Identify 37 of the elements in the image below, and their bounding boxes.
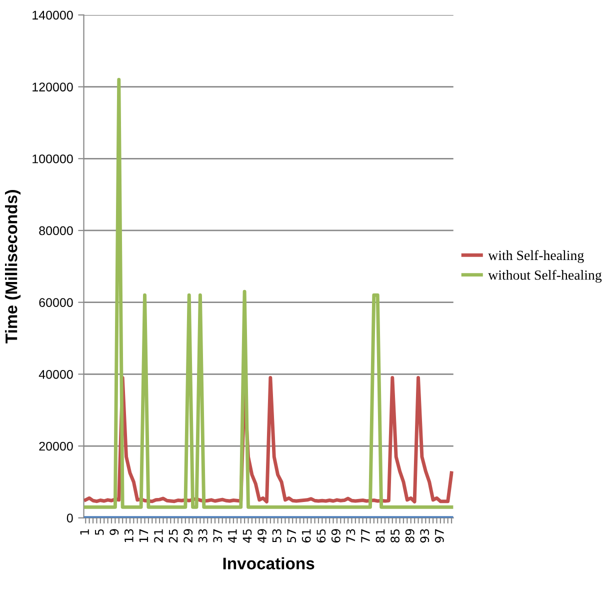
y-tick-label: 60000 (39, 298, 73, 307)
x-tick-label: 89 (405, 529, 414, 543)
legend-label: without Self-healing (488, 270, 602, 283)
x-tick-label: 73 (346, 529, 356, 542)
x-tick-label: 9 (110, 529, 119, 536)
x-axis-title: Invocations (223, 557, 314, 570)
y-tick-label: 80000 (39, 226, 73, 236)
x-tick-label: 5 (95, 529, 104, 535)
x-tick-label: 17 (139, 529, 148, 542)
y-tick-label: 40000 (38, 370, 73, 379)
x-tick-label: 65 (316, 529, 326, 542)
x-tick-label: 53 (272, 529, 282, 542)
x-tick-label: 69 (331, 529, 340, 542)
y-tick-label: 100000 (32, 154, 73, 164)
x-tick-label: 33 (198, 529, 208, 542)
x-tick-label: 49 (258, 529, 266, 543)
y-axis-title: Time (Milliseconds) (5, 190, 21, 344)
x-tick-label: 93 (420, 529, 430, 543)
y-tick-label: 20000 (39, 442, 73, 451)
x-tick-label: 37 (213, 529, 222, 542)
x-tick-label: 21 (154, 529, 163, 542)
x-tick-label: 77 (361, 529, 370, 542)
x-tick-label: 45 (242, 529, 252, 543)
y-tick-label: 140000 (32, 10, 73, 20)
x-tick-label: 13 (124, 529, 134, 542)
x-tick-label: 29 (184, 529, 193, 542)
x-tick-label: 97 (434, 529, 444, 543)
x-tick-label: 61 (302, 529, 311, 542)
x-tick-label: 41 (228, 529, 237, 543)
x-tick-label: 1 (80, 529, 89, 534)
x-tick-label: 57 (287, 529, 296, 542)
x-tick-label: 85 (390, 529, 400, 543)
y-tick-label: 0 (66, 514, 73, 523)
x-tick-label: 25 (168, 529, 178, 542)
legend-label: with Self-healing (488, 250, 584, 263)
y-tick-label: 120000 (32, 82, 73, 92)
x-tick-label: 81 (376, 529, 385, 543)
